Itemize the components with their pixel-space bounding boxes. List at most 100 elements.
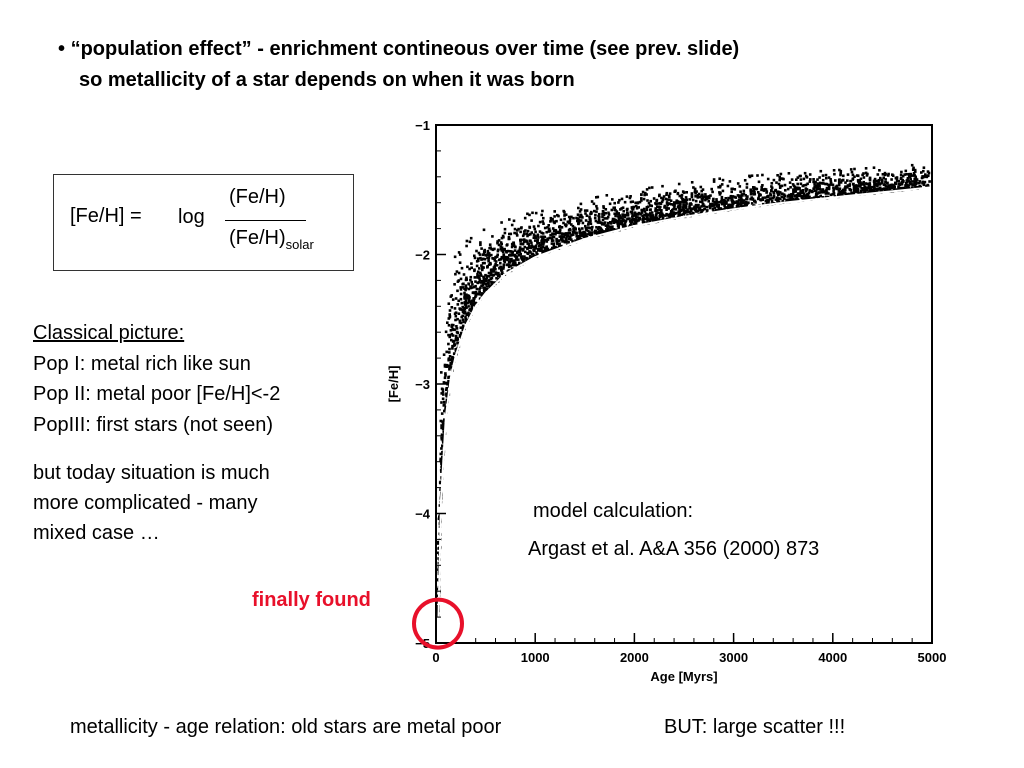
scatter-point [772,178,776,182]
classical-line-pop3: PopIII: first stars (not seen) [33,413,274,436]
axis-ticks: −1−2−3−4−50 1000 2000 3000 4000 5000 [415,118,946,665]
scatter-point [479,271,482,275]
scatter-point [733,195,736,199]
scatter-point [908,175,911,178]
scatter-point [912,171,916,175]
scatter-point [436,578,440,581]
scatter-point [507,265,511,269]
scatter-point [454,318,457,322]
scatter-point [519,238,523,242]
scatter-point [757,180,761,184]
scatter-point [868,190,872,193]
scatter-point [701,200,704,204]
scatter-point [649,204,652,207]
scatter-point [692,186,695,189]
scatter-point [699,185,703,189]
scatter-point [475,249,478,253]
scatter-point [469,286,473,290]
scatter-point [689,212,692,215]
scatter-point [812,187,815,190]
scatter-point [672,211,675,214]
scatter-point [839,173,842,177]
scatter-point [509,258,512,261]
scatter-point [572,233,575,236]
scatter-point [790,178,794,181]
scatter-point [731,198,734,201]
scatter-point [886,187,889,191]
scatter-point [516,251,519,255]
scatter-point [541,243,545,246]
scatter-point [660,196,663,200]
scatter-point [467,287,471,291]
scatter-point [576,238,580,241]
scatter-point [752,186,756,190]
scatter-point [770,185,773,188]
scatter-point [522,230,526,233]
scatter-point [442,422,445,426]
scatter-point [518,261,521,265]
scatter-point [795,194,799,197]
scatter-point [446,365,449,368]
scatter-point [534,211,538,215]
scatter-point [913,180,916,183]
scatter-point [711,190,714,194]
scatter-point [589,219,592,223]
scatter-point [475,264,479,268]
scatter-point [859,185,862,188]
scatter-point [591,225,594,229]
scatter-point [489,271,493,274]
scatter-point [478,280,481,284]
scatter-point [717,201,720,204]
classical-heading: Classical picture: [33,322,185,344]
scatter-point [904,184,907,187]
scatter-point [480,294,484,297]
scatter-point [530,231,533,234]
scatter-point [568,219,572,223]
scatter-point [926,183,930,187]
scatter-point [827,176,831,179]
scatter-point [683,199,686,202]
scatter-point [864,171,868,175]
scatter-point [906,176,910,180]
scatter-point [695,207,698,211]
scatter-point [862,176,866,179]
scatter-point [467,294,471,298]
scatter-point [685,202,688,205]
scatter-point [834,179,837,182]
scatter-point [634,215,638,218]
scatter-point [438,515,441,518]
scatter-point [590,200,594,203]
title-text-1: “population effect” - enrichment contine… [70,38,740,60]
scatter-point [679,205,682,209]
scatter-point [718,193,722,196]
scatter-point [713,203,717,206]
scatter-point [911,180,914,183]
scatter-point [876,173,880,176]
scatter-point [473,285,476,289]
scatter-point [509,253,512,256]
scatter-point [579,234,582,237]
scatter-point [522,260,525,263]
scatter-point [744,201,748,205]
scatter-point [526,229,530,233]
scatter-point [559,218,563,222]
scatter-point [730,195,733,199]
scatter-point [700,210,704,213]
scatter-point [853,167,856,171]
scatter-point [684,204,688,208]
scatter-point [614,214,617,218]
scatter-point [493,264,497,268]
scatter-point [812,178,815,181]
scatter-point [658,194,661,198]
scatter-point [481,257,485,261]
scatter-point [762,189,766,192]
scatter-point [508,250,512,253]
scatter-point [523,245,527,249]
scatter-point [558,228,562,231]
scatter-point [891,174,895,177]
scatter-point [460,301,464,305]
scatter-point [672,201,676,204]
scatter-point [588,215,591,219]
scatter-point [542,222,545,225]
scatter-point [675,199,679,202]
